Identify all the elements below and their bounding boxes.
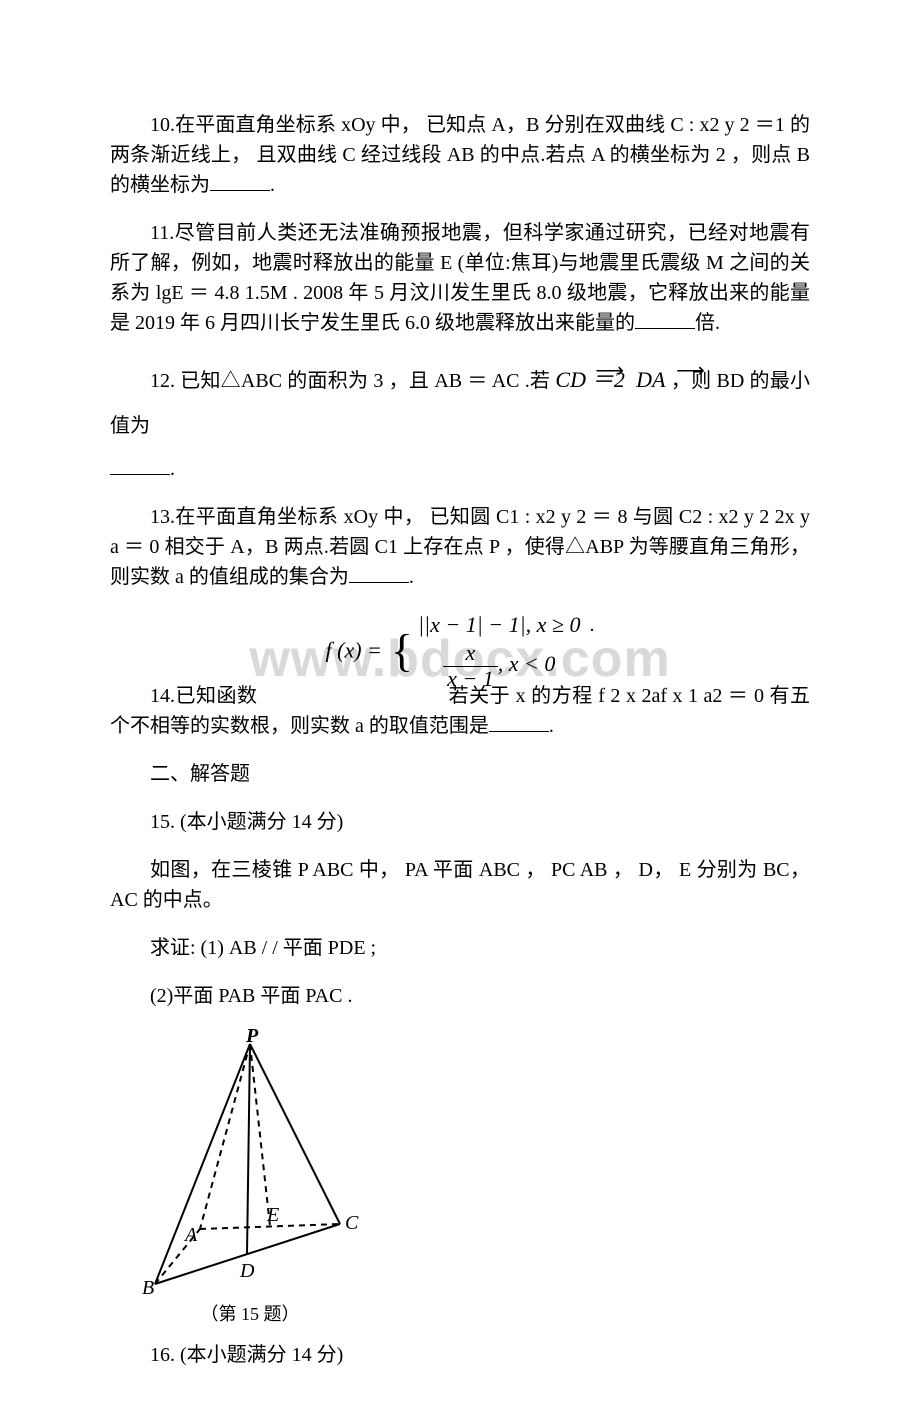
document-content: 10.在平面直角坐标系 xOy 中， 已知点 A，B 分别在双曲线 C : x2…	[110, 110, 810, 1370]
q10-period: .	[270, 174, 275, 196]
section-2-heading: 二、解答题	[110, 759, 810, 789]
q14-brace-icon: {	[391, 630, 413, 671]
q14-frac-num: x	[443, 641, 498, 666]
q12-arrow1-icon: ⟶	[555, 349, 624, 393]
q15-figure: P A B C D E （第 15 题）	[140, 1029, 810, 1328]
q14-case2: x x − 1 , x < 0	[443, 651, 555, 676]
q15-p2: (2)平面 PAB 平面 PAC .	[110, 981, 810, 1011]
label-C: C	[345, 1212, 359, 1234]
label-B: B	[142, 1277, 154, 1299]
q15-title: 15. (本小题满分 14 分)	[110, 807, 810, 837]
label-E: E	[266, 1204, 279, 1226]
q11-suffix: 倍.	[695, 312, 720, 334]
tetrahedron-icon: P A B C D E	[140, 1029, 360, 1299]
q14-prefix: 14.已知函数	[150, 685, 258, 707]
label-P: P	[245, 1029, 259, 1047]
q14-dot: .	[589, 614, 594, 636]
label-D: D	[239, 1260, 255, 1282]
q14-blank	[489, 712, 549, 732]
q14-case2-cond: , x < 0	[498, 651, 556, 676]
q14-formula: f (x) = { ||x − 1| − 1|, x ≥ 0 x x − 1 ,…	[110, 610, 810, 690]
label-A: A	[183, 1224, 198, 1246]
q15-p1: 求证: (1) AB / / 平面 PDE ;	[110, 933, 810, 963]
q10-blank	[210, 171, 270, 191]
q16-title: 16. (本小题满分 14 分)	[110, 1340, 810, 1370]
q11-blank	[635, 309, 695, 329]
question-10: 10.在平面直角坐标系 xOy 中， 已知点 A，B 分别在双曲线 C : x2…	[110, 110, 810, 200]
q14-case1: ||x − 1| − 1|, x ≥ 0	[418, 612, 581, 637]
q12-blank	[110, 455, 170, 475]
question-13: 13.在平面直角坐标系 xOy 中， 已知圆 C1 : x2 y 2 ＝ 8 与…	[110, 502, 810, 592]
q14-frac-den: x − 1	[443, 667, 498, 691]
q15-caption: （第 15 题）	[140, 1301, 360, 1328]
question-12-cont: .	[110, 454, 810, 484]
question-11: 11.尽管目前人类还无法准确预报地震，但科学家通过研究，已经对地震有所了解，例如…	[110, 218, 810, 338]
q12-end: .	[170, 458, 175, 480]
q12-arrow2-icon: ⟶	[636, 349, 705, 393]
q13-blank	[349, 563, 409, 583]
q14-end: .	[549, 715, 554, 737]
question-12: 12. 已知△ABC 的面积为 3 ，且 AB ＝ AC .若 ⟶ CD ＝2 …	[110, 356, 810, 448]
q13-text: 13.在平面直角坐标系 xOy 中， 已知圆 C1 : x2 y 2 ＝ 8 与…	[110, 506, 810, 588]
q15-body: 如图，在三棱锥 P ABC 中， PA 平面 ABC ， PC AB ， D， …	[110, 855, 810, 915]
q14-fx: f (x) =	[326, 638, 382, 663]
question-14: f (x) = { ||x − 1| − 1|, x ≥ 0 x x − 1 ,…	[110, 610, 810, 740]
q13-end: .	[409, 566, 414, 588]
q12-before: 12. 已知△ABC 的面积为 3 ，且 AB ＝ AC .若	[150, 370, 550, 392]
